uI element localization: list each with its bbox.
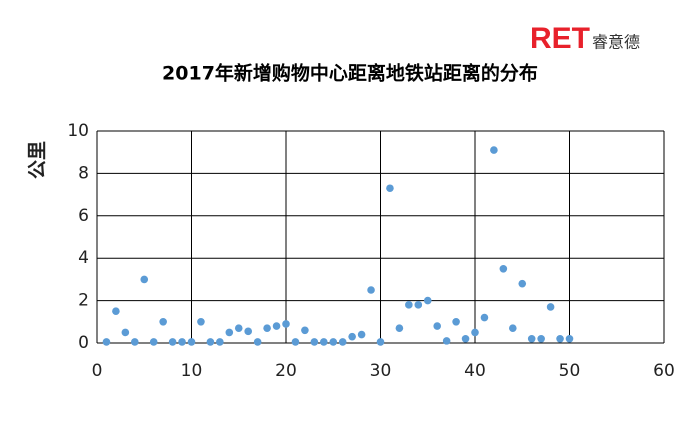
point (282, 320, 290, 328)
logo-brand: RET (530, 22, 590, 55)
point (197, 318, 205, 326)
y-axis-label: 公里 (27, 141, 49, 179)
point (102, 338, 111, 346)
point (423, 296, 432, 305)
point (244, 327, 252, 336)
point (386, 184, 394, 193)
point (376, 338, 385, 346)
point (546, 303, 555, 311)
x-tick-label: 20 (275, 361, 297, 381)
point (234, 324, 243, 332)
x-tick-label: 10 (181, 361, 203, 381)
point (320, 338, 328, 346)
point (471, 328, 479, 337)
point (225, 328, 234, 337)
point (442, 337, 451, 345)
point (131, 338, 139, 346)
point (537, 334, 545, 343)
point (216, 338, 224, 346)
logo-name: 睿意德 (592, 33, 640, 52)
point (338, 338, 347, 346)
point (405, 301, 413, 309)
x-tick-label: 0 (92, 361, 103, 381)
point (480, 313, 489, 322)
y-tick-label: 2 (78, 291, 89, 311)
point (357, 330, 366, 339)
point (178, 338, 186, 346)
point (556, 334, 564, 343)
x-tick-label: 40 (464, 361, 486, 381)
point (187, 338, 196, 346)
point (348, 332, 356, 341)
point (499, 265, 508, 273)
point (433, 322, 442, 330)
point (168, 338, 177, 346)
x-tick-label: 60 (653, 361, 675, 381)
point (329, 338, 338, 346)
point (149, 338, 158, 346)
chart-title: 2017年新增购物中心距离地铁站距离的分布 (162, 62, 538, 85)
y-tick-label: 6 (78, 206, 89, 226)
point (112, 307, 120, 316)
point (565, 334, 574, 343)
point (414, 301, 423, 309)
point (291, 338, 300, 346)
point (509, 324, 517, 332)
point (490, 146, 498, 154)
point (461, 334, 470, 343)
point (310, 338, 319, 346)
x-tick-label: 50 (559, 361, 581, 381)
point (121, 328, 130, 337)
point (263, 324, 271, 332)
point (159, 318, 167, 326)
y-tick-label: 0 (78, 333, 89, 353)
point (206, 338, 215, 346)
x-tick-label: 30 (370, 361, 392, 381)
y-tick-label: 4 (78, 248, 89, 268)
point (367, 286, 375, 294)
y-tick-label: 10 (67, 121, 89, 141)
point (527, 334, 536, 343)
point (301, 326, 309, 335)
point (452, 318, 460, 326)
y-tick-label: 8 (78, 163, 89, 183)
point (395, 324, 404, 332)
point (272, 322, 281, 330)
point (253, 338, 262, 346)
point (518, 279, 527, 288)
point (140, 275, 149, 284)
